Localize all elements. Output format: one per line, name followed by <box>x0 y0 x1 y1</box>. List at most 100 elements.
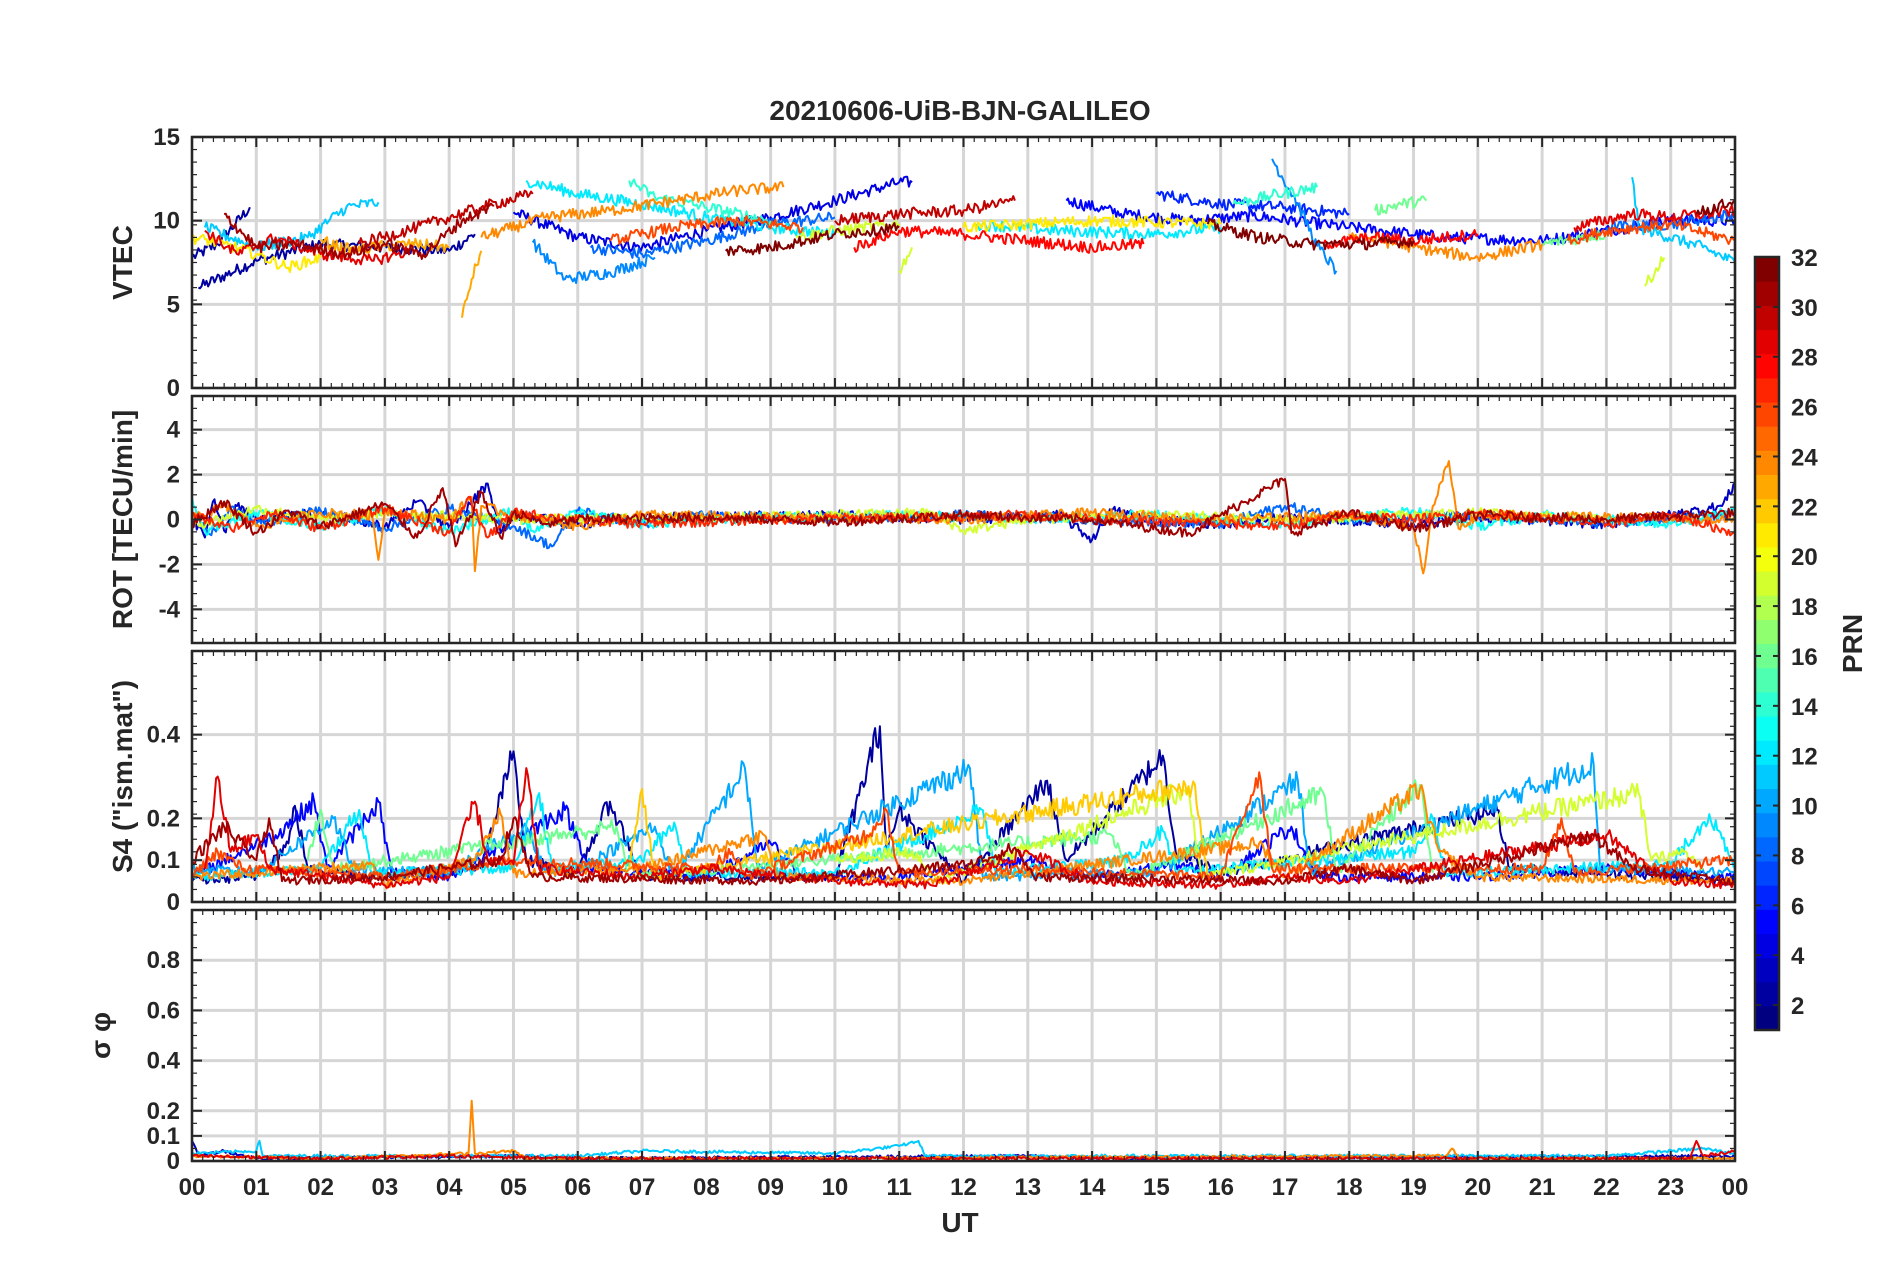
y-tick-label: 4 <box>167 417 181 444</box>
colorbar-band <box>1755 619 1779 645</box>
colorbar-band <box>1755 764 1779 790</box>
trace-prn-4 <box>512 175 913 253</box>
x-tick-label: 01 <box>243 1174 270 1201</box>
x-tick-label: 04 <box>436 1174 463 1201</box>
trace-prn-9 <box>1271 158 1338 275</box>
trace-prn-6 <box>1155 190 1350 219</box>
x-tick-label: 11 <box>887 1174 912 1201</box>
y-tick-label: 0 <box>167 1148 180 1175</box>
colorbar-tick-label: 28 <box>1791 345 1818 372</box>
x-tick-label: 00 <box>179 1174 206 1201</box>
y-tick-label: 0.4 <box>147 722 181 749</box>
y-axis-label-s4: S4 ("ism.mat") <box>107 680 138 873</box>
colorbar-band <box>1755 426 1779 451</box>
colorbar-band <box>1755 933 1779 959</box>
x-tick-label: 05 <box>500 1174 527 1201</box>
colorbar-band <box>1755 305 1779 331</box>
x-tick-label: 17 <box>1272 1174 1299 1201</box>
trace-prn-21 <box>192 233 322 274</box>
trace-prn-8 <box>589 211 836 259</box>
colorbar-band <box>1755 1005 1779 1031</box>
colorbar-tick-label: 32 <box>1791 245 1818 272</box>
trace-prn-26 <box>609 215 804 246</box>
colorbar-band <box>1755 329 1779 355</box>
y-axis-label-vtec: VTEC <box>107 225 138 300</box>
trace-prn-14 <box>1232 182 1319 207</box>
x-tick-label: 00 <box>1722 1174 1749 1201</box>
trace-prn-29 <box>204 229 412 266</box>
y-tick-label: 10 <box>153 208 180 235</box>
colorbar-tick-label: 10 <box>1791 794 1818 821</box>
y-tick-label: 0.1 <box>147 847 180 874</box>
trace-prn-31 <box>192 477 1735 548</box>
colorbar-tick-label: 14 <box>1791 694 1818 721</box>
colorbar-band <box>1755 909 1779 934</box>
colorbar-tick-label: 18 <box>1791 594 1818 621</box>
x-tick-label: 10 <box>822 1174 849 1201</box>
trace-prn-32 <box>1695 198 1735 216</box>
trace-prn-16 <box>1541 229 1608 246</box>
trace-prn-30 <box>358 189 534 248</box>
y-axis-label-rot: ROT [TECU/min] <box>107 410 138 629</box>
x-tick-label: 18 <box>1336 1174 1363 1201</box>
x-tick-label: 03 <box>372 1174 399 1201</box>
trace-prn-27 <box>192 495 1735 539</box>
trace-prn-14 <box>628 178 772 226</box>
chart-title: 20210606-UiB-BJN-GALILEO <box>769 95 1150 126</box>
colorbar-tick-label: 24 <box>1791 444 1818 471</box>
trace-prn-12 <box>525 179 836 240</box>
colorbar-band <box>1755 595 1779 620</box>
colorbar-band <box>1755 281 1779 306</box>
colorbar-tick-label: 22 <box>1791 494 1818 521</box>
panel-s4: 0 0.1 0.2 0.4 S4 ("ism.mat") <box>107 649 1737 916</box>
colorbar-band <box>1755 788 1779 814</box>
y-tick-label: 0.2 <box>147 1098 180 1125</box>
y-tick-label: 0.8 <box>147 947 180 974</box>
trace-prn-31 <box>223 202 495 261</box>
colorbar-band <box>1755 498 1779 524</box>
trace-prn-24 <box>192 783 1735 890</box>
traces <box>192 158 1735 318</box>
colorbar-tick-label: 12 <box>1791 744 1818 771</box>
x-axis-label: UT <box>941 1207 978 1238</box>
trace-prn-16 <box>1374 195 1428 216</box>
x-tick-label: 08 <box>693 1174 720 1201</box>
colorbar-tick-label: 20 <box>1791 544 1818 571</box>
colorbar-band <box>1755 740 1779 765</box>
trace-prn-21 <box>962 214 1222 233</box>
x-tick-label: 02 <box>307 1174 334 1201</box>
x-tick-label: 15 <box>1143 1174 1170 1201</box>
trace-prn-23 <box>320 236 450 257</box>
y-tick-label: 0.1 <box>147 1123 180 1150</box>
x-tick-label: 19 <box>1400 1174 1427 1201</box>
y-tick-label: 15 <box>153 124 180 151</box>
colorbar-tick-label: 6 <box>1791 893 1804 920</box>
y-tick-label: 0.2 <box>147 805 180 832</box>
y-tick-label: 0.6 <box>147 997 180 1024</box>
colorbar-band <box>1755 353 1779 379</box>
colorbar-frame <box>1753 255 1781 1032</box>
colorbar-band <box>1755 860 1779 886</box>
colorbar-band <box>1755 474 1779 500</box>
colorbar-band <box>1755 981 1779 1007</box>
trace-prn-32 <box>1206 217 1415 251</box>
y-tick-label: 0 <box>167 375 180 402</box>
trace-prn-24 <box>480 181 785 240</box>
trace-prn-31 <box>192 816 1735 886</box>
colorbar-tick-label: 30 <box>1791 295 1818 322</box>
trace-prn-19 <box>898 247 914 274</box>
colorbar-band <box>1755 836 1779 862</box>
y-tick-label: 0 <box>167 889 180 916</box>
x-tick-label: 14 <box>1079 1174 1106 1201</box>
colorbar-band <box>1755 450 1779 476</box>
y-tick-label: 0 <box>167 507 180 534</box>
panel-vtec: 0 5 10 15 VTEC <box>107 124 1737 402</box>
traces <box>192 725 1735 890</box>
trace-prn-28 <box>853 225 1145 254</box>
colorbar-tick-label: 8 <box>1791 843 1804 870</box>
colorbar-band <box>1755 546 1779 572</box>
colorbar-band <box>1755 691 1779 717</box>
x-tick-label: 16 <box>1207 1174 1234 1201</box>
x-tick-label: 12 <box>950 1174 977 1201</box>
x-tick-label: 09 <box>757 1174 784 1201</box>
